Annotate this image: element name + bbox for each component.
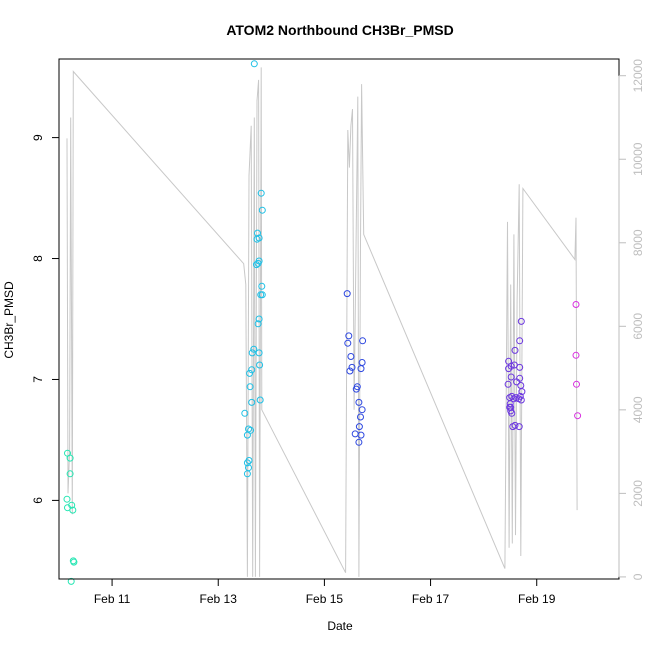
secondary-line-group bbox=[66, 67, 578, 577]
y-tick-label: 7 bbox=[31, 376, 45, 383]
data-point-s2-16 bbox=[357, 431, 365, 439]
secondary-y-tick-label: 10000 bbox=[631, 142, 645, 176]
data-point-s0-1 bbox=[63, 495, 71, 503]
y-axis: 6 7 8 9 bbox=[31, 134, 60, 504]
data-point-s2-8 bbox=[357, 365, 365, 373]
data-point-s4-2 bbox=[573, 380, 580, 388]
secondary-y-tick-label: 0 bbox=[631, 573, 645, 580]
data-point-s1-5 bbox=[255, 234, 263, 242]
data-point-s0-9 bbox=[67, 577, 75, 585]
chart-title: ATOM2 Northbound CH3Br_PMSD bbox=[226, 22, 453, 38]
data-point-s0-6 bbox=[69, 506, 77, 514]
x-tick-label: Feb 19 bbox=[518, 592, 556, 606]
data-point-s3-7 bbox=[505, 365, 513, 373]
x-axis: Feb 11 Feb 13 Feb 15 Feb 17 Feb 19 bbox=[94, 578, 556, 606]
data-point-s0-5 bbox=[68, 501, 76, 509]
data-point-s1-17 bbox=[256, 361, 264, 369]
data-point-s3-20 bbox=[517, 396, 525, 404]
data-point-s1-14 bbox=[250, 345, 258, 353]
data-point-s3-18 bbox=[510, 395, 518, 403]
data-point-s1-8 bbox=[254, 259, 262, 267]
y-tick-label: 9 bbox=[31, 134, 45, 141]
data-point-s1-19 bbox=[246, 369, 254, 377]
data-point-s4-0 bbox=[572, 301, 580, 308]
secondary-y-tick-label: 6000 bbox=[631, 313, 645, 340]
data-point-s3-13 bbox=[518, 388, 526, 396]
secondary-y-tick-label: 12000 bbox=[631, 59, 645, 93]
data-point-s1-18 bbox=[248, 366, 256, 374]
data-point-s1-20 bbox=[246, 383, 254, 391]
data-point-s1-25 bbox=[247, 426, 255, 434]
data-point-s1-21 bbox=[248, 398, 256, 406]
data-point-s1-12 bbox=[255, 315, 263, 323]
data-point-s1-15 bbox=[248, 349, 256, 357]
data-point-s3-27 bbox=[511, 421, 519, 429]
data-point-s0-3 bbox=[66, 454, 74, 462]
x-tick-label: Feb 11 bbox=[94, 592, 131, 606]
data-point-s2-6 bbox=[348, 363, 356, 371]
data-point-s3-8 bbox=[507, 373, 515, 381]
x-tick-label: Feb 17 bbox=[412, 592, 450, 606]
secondary-y-tick-label: 2000 bbox=[631, 480, 645, 507]
data-point-s2-17 bbox=[355, 438, 363, 446]
points-group bbox=[63, 60, 582, 585]
x-tick-label: Feb 15 bbox=[306, 592, 344, 606]
data-point-s1-2 bbox=[258, 206, 266, 214]
data-point-s2-2 bbox=[344, 339, 352, 347]
data-point-s1-9 bbox=[258, 282, 266, 290]
data-point-s1-22 bbox=[256, 396, 264, 404]
data-point-s3-25 bbox=[508, 409, 516, 417]
data-point-s3-1 bbox=[516, 337, 524, 345]
data-point-s3-2 bbox=[511, 346, 519, 354]
data-point-s2-12 bbox=[358, 406, 366, 414]
data-point-s2-1 bbox=[345, 332, 353, 340]
data-point-s3-11 bbox=[504, 380, 512, 388]
data-point-s3-0 bbox=[517, 317, 525, 325]
data-point-s2-3 bbox=[359, 337, 367, 345]
y-tick-label: 6 bbox=[31, 497, 45, 504]
data-point-s4-1 bbox=[572, 351, 580, 359]
data-point-s0-8 bbox=[70, 558, 78, 566]
data-point-s2-11 bbox=[355, 398, 363, 406]
data-point-s2-14 bbox=[355, 423, 363, 431]
data-point-s1-16 bbox=[255, 349, 263, 357]
data-point-s1-1 bbox=[257, 189, 265, 197]
secondary-series-line bbox=[66, 67, 578, 577]
data-point-s2-7 bbox=[346, 367, 354, 375]
data-point-s2-4 bbox=[347, 353, 355, 360]
data-point-s1-26 bbox=[243, 431, 251, 439]
data-point-s1-0 bbox=[250, 60, 258, 68]
data-point-s1-30 bbox=[243, 470, 251, 478]
data-point-s1-11 bbox=[258, 291, 266, 299]
data-point-s3-28 bbox=[515, 423, 523, 431]
data-point-s3-21 bbox=[506, 400, 514, 408]
data-point-s2-13 bbox=[357, 413, 364, 421]
y-axis-label: CH3Br_PMSD bbox=[2, 281, 16, 359]
y-tick-label: 8 bbox=[31, 255, 45, 262]
secondary-y-tick-label: 8000 bbox=[631, 229, 645, 256]
x-axis-label: Date bbox=[327, 619, 353, 633]
data-point-s2-0 bbox=[343, 290, 351, 298]
secondary-y-tick-label: 4000 bbox=[631, 396, 645, 423]
data-point-s1-28 bbox=[243, 459, 251, 467]
data-point-s1-23 bbox=[241, 409, 249, 417]
data-point-s3-6 bbox=[516, 363, 524, 371]
secondary-y-axis: 0 2000 4000 6000 8000 10000 12000 bbox=[618, 59, 645, 580]
x-tick-label: Feb 13 bbox=[200, 592, 238, 606]
data-point-s3-10 bbox=[513, 378, 521, 386]
data-point-s1-13 bbox=[254, 320, 262, 328]
data-point-s4-3 bbox=[574, 412, 582, 420]
data-point-s0-4 bbox=[66, 470, 74, 478]
data-point-s2-10 bbox=[352, 385, 360, 393]
